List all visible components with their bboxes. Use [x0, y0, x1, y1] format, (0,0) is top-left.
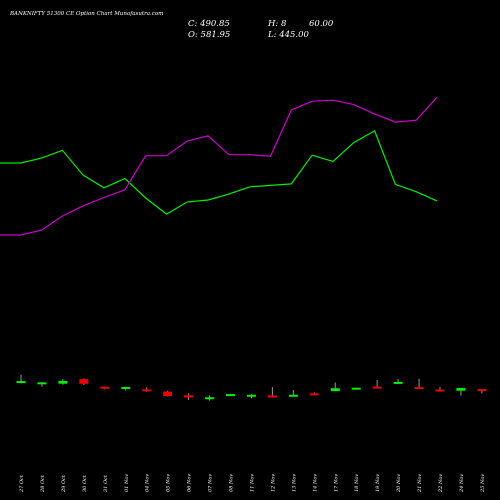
- candle-body: [393, 381, 403, 384]
- candle: [435, 386, 445, 392]
- line-lower-series: [0, 96, 438, 236]
- candle: [142, 387, 152, 392]
- candle-body: [16, 381, 26, 384]
- x-tick-label: 11 Nov: [249, 474, 255, 492]
- candle: [100, 386, 110, 390]
- candle: [16, 374, 26, 384]
- x-tick-label: 20 Nov: [396, 474, 402, 493]
- candle-body: [456, 387, 466, 391]
- high-suffix: 60.00: [309, 19, 334, 29]
- x-tick-label: 31 Oct: [103, 474, 109, 492]
- high-label: H: 8: [267, 19, 287, 29]
- candle-body: [142, 389, 152, 392]
- candle-body: [205, 397, 215, 400]
- candle: [163, 390, 173, 397]
- open-label: O: 581.95: [188, 30, 230, 40]
- candle: [226, 393, 235, 397]
- x-tick-label: 30 Oct: [82, 474, 88, 492]
- candle: [58, 379, 68, 385]
- candle: [477, 389, 487, 394]
- low-label: L: 445.00: [267, 30, 310, 40]
- candle-body: [184, 395, 194, 398]
- x-tick-label: 25 Nov: [480, 474, 486, 493]
- candles: [16, 374, 487, 401]
- candle-body: [351, 387, 361, 390]
- x-tick-label: 24 Nov: [459, 474, 465, 493]
- candle: [351, 387, 361, 390]
- candle: [393, 379, 403, 384]
- candle: [372, 380, 382, 389]
- candle-body: [121, 386, 131, 389]
- candle: [309, 392, 319, 396]
- close-label: C: 490.85: [188, 19, 230, 29]
- candle: [288, 389, 298, 397]
- candle-body: [79, 379, 89, 384]
- x-tick-label: 07 Nov: [208, 474, 214, 492]
- candle-body: [37, 382, 47, 385]
- x-tick-label: 22 Nov: [438, 474, 444, 493]
- candle-body: [226, 394, 235, 397]
- chart-title: BANKNIFTY 51300 CE Option Chart Munafasu…: [9, 11, 163, 17]
- candle-body: [288, 394, 298, 397]
- x-tick-label: 04 Nov: [145, 474, 151, 492]
- candle: [37, 382, 47, 387]
- x-tick-label: 13 Nov: [291, 474, 297, 492]
- x-axis-labels: 27 Oct 28 Oct 29 Oct 30 Oct 31 Oct 01 Nov 04 N…: [19, 474, 486, 493]
- candle: [456, 387, 466, 396]
- candle: [330, 382, 340, 392]
- x-tick-label: 18 Nov: [354, 474, 360, 492]
- candle-body: [58, 380, 68, 384]
- x-tick-label: 19 Nov: [375, 474, 381, 492]
- x-tick-label: 28 Oct: [40, 474, 46, 493]
- candle: [414, 378, 424, 390]
- x-tick-label: 17 Nov: [333, 474, 339, 492]
- candle: [79, 378, 89, 385]
- x-tick-label: 21 Nov: [417, 474, 423, 493]
- x-tick-label: 14 Nov: [312, 474, 318, 492]
- candle-body: [163, 391, 173, 396]
- candle-body: [372, 386, 382, 389]
- x-tick-label: 12 Nov: [270, 474, 276, 492]
- candle: [121, 386, 131, 391]
- candle: [246, 394, 256, 399]
- x-tick-label: 29 Oct: [61, 474, 67, 493]
- x-tick-label: 05 Nov: [166, 474, 172, 492]
- candle: [184, 393, 194, 401]
- x-tick-label: 06 Nov: [187, 474, 193, 492]
- candle: [267, 387, 277, 398]
- candle-body: [414, 387, 424, 390]
- candle-body: [477, 389, 487, 392]
- x-tick-label: 27 Oct: [19, 474, 25, 493]
- candle-body: [435, 389, 445, 392]
- candle: [205, 395, 215, 401]
- x-tick-label: 08 Nov: [229, 474, 235, 492]
- line-upper-series: [0, 130, 438, 215]
- candle-body: [309, 393, 319, 396]
- candle-body: [267, 395, 277, 398]
- candle-body: [246, 394, 256, 397]
- candle-body: [100, 386, 110, 389]
- indicator-lines: [0, 96, 438, 236]
- x-tick-label: 01 Nov: [124, 474, 130, 492]
- candle-body: [330, 388, 340, 392]
